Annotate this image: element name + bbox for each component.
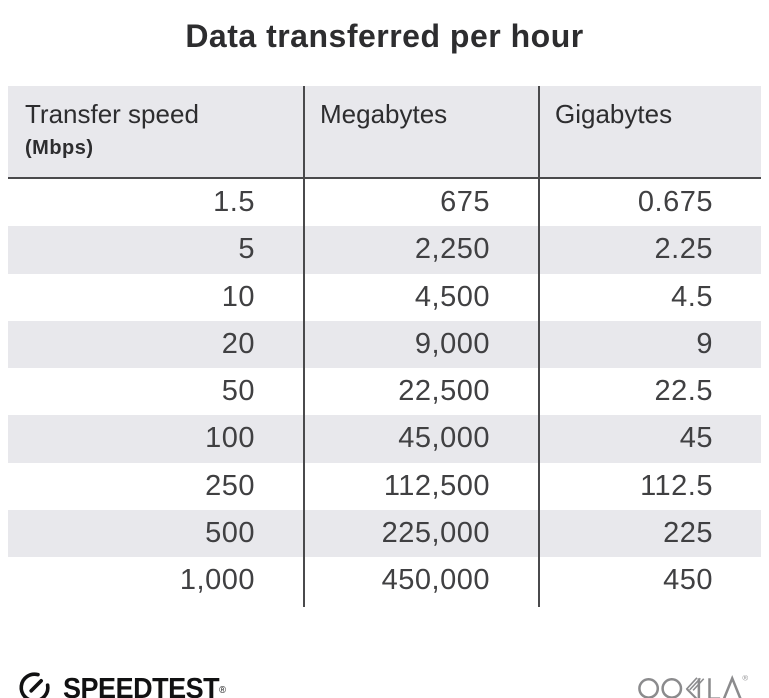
column-header-label: Gigabytes [555,99,673,129]
data-table: Transfer speed (Mbps) Megabytes Gigabyte… [8,86,761,607]
table-row: 20 9,000 9 [8,320,761,369]
footer: SPEEDTEST® ® [16,666,753,698]
cell: 675 [440,186,490,218]
cell: 450,000 [381,564,490,597]
cell: 112.5 [640,469,713,502]
registered-trademark-icon: ® [742,673,748,682]
cell: 4,500 [414,280,490,313]
cell: 22.5 [654,375,713,408]
table-row: 500 225,000 225 [8,510,761,558]
cell: 45 [679,422,713,455]
cell: 5 [238,233,255,266]
column-header-transfer-speed: Transfer speed (Mbps) [8,86,303,177]
cell: 50 [221,375,255,408]
cell: 9 [696,327,713,360]
column-header-megabytes: Megabytes [303,86,538,177]
table-row: 50 22,500 22.5 [8,368,761,415]
cell: 2.25 [654,233,713,266]
speedometer-gauge-icon [16,668,54,698]
cell: 22,500 [398,375,490,408]
ookla-logo: ® [637,671,753,698]
cell: 450 [663,564,713,597]
column-divider [538,86,540,607]
cell: 1.5 [213,186,255,218]
cell: 2,250 [414,233,490,266]
cell: 100 [205,422,255,455]
registered-trademark-icon: ® [219,685,226,696]
table-body: 1.5 675 0.675 5 2,250 2.25 10 4,500 4.5 20 9,000 9 5… [8,179,761,605]
cell: 9,000 [414,327,490,360]
column-header-label: Transfer speed [25,99,199,129]
column-header-label: Megabytes [320,99,448,129]
cell: 250 [205,469,255,502]
table-row: 250 112,500 112.5 [8,463,761,510]
column-header-gigabytes: Gigabytes [538,86,761,177]
cell: 4.5 [671,280,713,313]
cell: 1,000 [179,564,255,597]
cell: 0.675 [637,186,713,218]
cell: 10 [221,280,255,313]
cell: 45,000 [398,422,490,455]
cell: 225 [663,517,713,550]
ookla-wordmark-icon: ® [637,671,753,698]
table-header-row: Transfer speed (Mbps) Megabytes Gigabyte… [8,86,761,179]
cell: 225,000 [381,517,490,550]
speedtest-wordmark: SPEEDTEST® [63,673,226,698]
column-divider [303,86,305,607]
table-row: 100 45,000 45 [8,415,761,463]
cell: 20 [221,327,255,360]
table-row: 1.5 675 0.675 [8,179,761,226]
cell: 500 [205,517,255,550]
page-title: Data transferred per hour [185,18,584,54]
cell: 112,500 [383,469,490,502]
table-row: 5 2,250 2.25 [8,226,761,274]
speedtest-logo: SPEEDTEST® [16,668,238,698]
column-header-unit: (Mbps) [25,137,94,159]
table-row: 1,000 450,000 450 [8,557,761,604]
table-row: 10 4,500 4.5 [8,274,761,321]
